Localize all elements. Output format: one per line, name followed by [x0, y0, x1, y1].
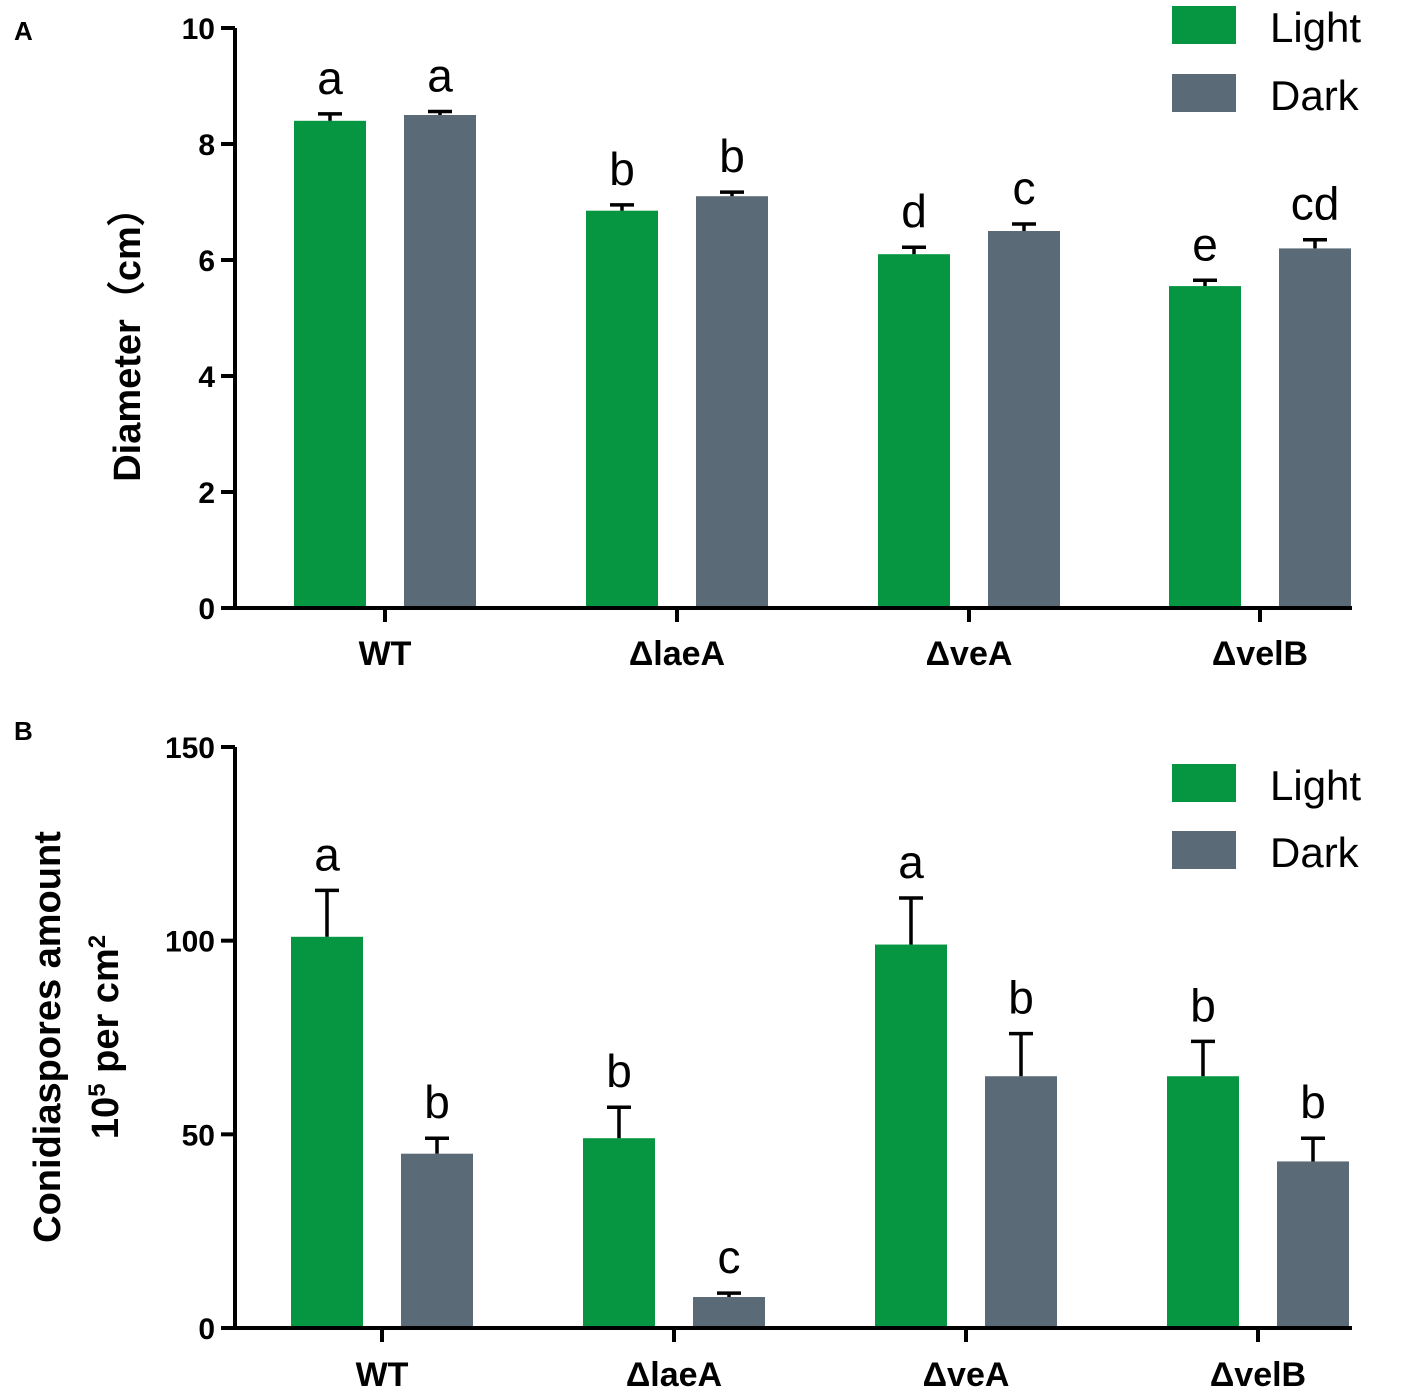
legend-label: Dark: [1270, 72, 1360, 119]
bar-dark: [1277, 1161, 1349, 1328]
y-tick-label: 100: [165, 926, 215, 959]
bar-dark: [404, 115, 476, 608]
x-tick-label: ΔveA: [926, 635, 1013, 673]
y-tick-label: 4: [198, 361, 215, 394]
y-tick-label: 0: [198, 1313, 215, 1346]
significance-letter: b: [606, 1045, 632, 1097]
x-tick-label: WT: [356, 1356, 409, 1394]
significance-letter: c: [718, 1231, 741, 1283]
y-tick-label: 50: [182, 1119, 215, 1152]
legend-swatch-dark: [1172, 74, 1236, 112]
legend-label: Dark: [1270, 829, 1360, 876]
y-axis-label-part: 5: [84, 1083, 111, 1096]
significance-letter: a: [898, 836, 924, 888]
bar-light: [878, 254, 950, 608]
y-tick-label: 8: [198, 129, 215, 162]
legend-label: Light: [1270, 4, 1361, 51]
legend-swatch-light: [1172, 6, 1236, 44]
bar-light: [586, 210, 658, 608]
x-tick-label: ΔlaeA: [629, 635, 725, 673]
x-tick-label: WT: [359, 635, 412, 673]
significance-letter: cd: [1291, 178, 1340, 230]
bar-dark: [693, 1297, 765, 1328]
y-tick-label: 6: [198, 245, 215, 278]
bar-light: [583, 1138, 655, 1328]
significance-letter: a: [427, 50, 453, 102]
bar-light: [875, 944, 947, 1328]
significance-letter: b: [1300, 1076, 1326, 1128]
significance-letter: c: [1013, 162, 1036, 214]
significance-letter: b: [1190, 979, 1216, 1031]
x-tick-label: ΔlaeA: [626, 1356, 722, 1394]
panel-a: Aa b d e a b c cd 0 2 4 6 8 10 WT ΔlaeA ΔveA ΔvelB Light Da…: [14, 4, 1361, 673]
significance-letter: b: [609, 143, 635, 195]
bar-light: [291, 936, 363, 1328]
significance-letter: b: [1008, 972, 1034, 1024]
legend-label: Light: [1270, 762, 1361, 809]
bar-dark: [696, 196, 768, 608]
y-axis-label-line2: 105 per cm2: [84, 935, 128, 1139]
significance-letter: e: [1192, 218, 1218, 270]
bar-dark: [988, 231, 1060, 608]
bar-dark: [1279, 248, 1351, 608]
y-axis-label-part: per cm: [85, 948, 127, 1083]
significance-letter: d: [901, 185, 927, 237]
significance-letter: a: [314, 828, 340, 880]
significance-letter: b: [719, 130, 745, 182]
x-tick-label: ΔveA: [923, 1356, 1010, 1394]
y-tick-label: 10: [182, 13, 215, 46]
bar-dark: [401, 1153, 473, 1328]
bar-light: [1169, 286, 1241, 608]
bar-light: [1167, 1076, 1239, 1328]
panel-letter: B: [14, 716, 33, 746]
significance-letter: b: [424, 1076, 450, 1128]
y-axis-label-part: （cm）: [107, 188, 149, 319]
legend-swatch-light: [1172, 764, 1236, 802]
x-tick-label: ΔvelB: [1210, 1356, 1306, 1394]
y-axis-label-part: 10: [85, 1097, 127, 1139]
y-axis-label-line1: Conidiaspores amount: [27, 831, 69, 1243]
legend-swatch-dark: [1172, 831, 1236, 869]
y-axis-label-part: Diameter: [107, 319, 149, 482]
x-tick-label: ΔvelB: [1212, 635, 1308, 673]
panel-b: Ba b a b b c b b 0 50 100 150 WT ΔlaeA ΔveA ΔvelB Light D…: [14, 716, 1361, 1394]
y-tick-label: 2: [198, 477, 215, 510]
y-axis-label-part: 2: [84, 935, 111, 948]
bar-dark: [985, 1076, 1057, 1328]
y-tick-label: 0: [198, 593, 215, 626]
significance-letter: a: [317, 52, 343, 104]
bar-light: [294, 120, 366, 609]
y-axis-label: Diameter（cm）: [107, 188, 149, 482]
y-tick-label: 150: [165, 732, 215, 765]
panel-letter: A: [14, 16, 33, 46]
